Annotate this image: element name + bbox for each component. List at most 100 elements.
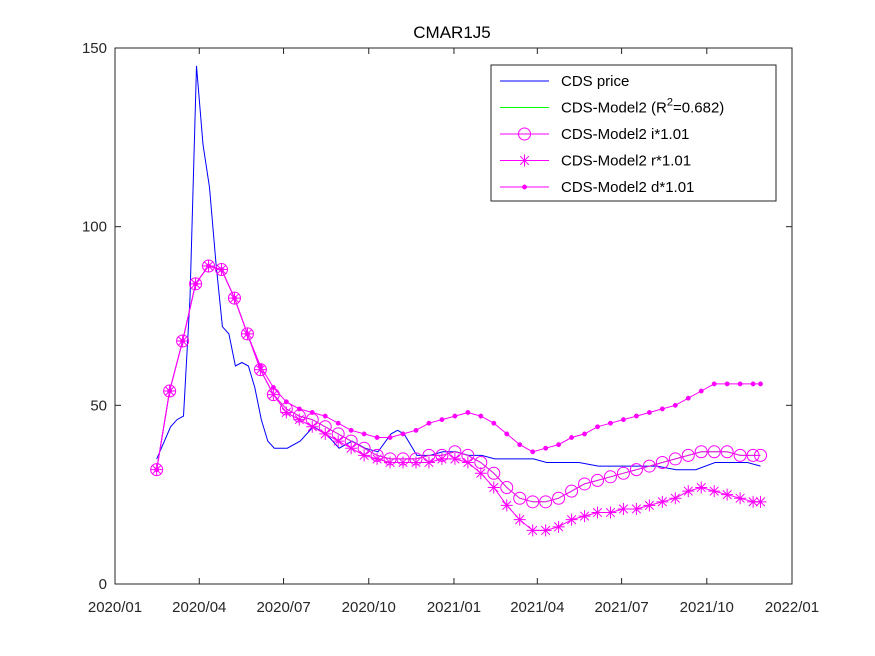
data-point — [422, 456, 435, 469]
data-point — [582, 431, 587, 437]
data-point — [616, 466, 630, 480]
data-point — [478, 413, 484, 419]
data-point — [193, 281, 199, 287]
data-point — [267, 388, 280, 401]
data-point — [358, 449, 371, 462]
data-point — [335, 420, 341, 426]
data-point — [539, 495, 553, 509]
series-1 — [156, 65, 761, 471]
data-point — [513, 491, 527, 505]
data-point — [721, 488, 734, 501]
data-point — [309, 410, 315, 415]
data-point — [754, 448, 768, 462]
data-point — [319, 427, 332, 440]
data-point — [591, 473, 605, 487]
x-tick-label: 2021/04 — [510, 599, 564, 616]
data-point — [539, 524, 552, 537]
data-point — [293, 413, 306, 426]
data-point — [646, 410, 652, 415]
legend-entry: CDS-Model2 r*1.01 — [500, 153, 691, 170]
axes: 0 50 100 150 2020/01 2020/04 2020/07 2020/10 202… — [82, 40, 819, 616]
data-point — [348, 427, 354, 433]
data-point — [543, 445, 549, 451]
series-2 — [156, 265, 761, 503]
x-tick-label: 2020/07 — [256, 599, 310, 616]
data-point — [681, 448, 695, 462]
data-point — [565, 484, 579, 498]
legend-label: CDS-Model2 (R2=0.682) — [561, 97, 724, 117]
data-point — [257, 363, 263, 369]
data-point — [591, 506, 604, 519]
legend-label: CDS-Model2 i*1.01 — [561, 126, 689, 143]
data-point — [345, 442, 358, 455]
data-point — [371, 452, 384, 465]
x-tick-label: 2020/04 — [172, 599, 226, 616]
data-point — [306, 420, 319, 433]
data-point — [409, 456, 422, 469]
x-tick-label: 2022/01 — [765, 599, 819, 616]
data-point — [694, 445, 708, 459]
data-point — [746, 448, 760, 462]
data-point — [720, 445, 734, 459]
data-point — [672, 402, 678, 408]
data-point — [332, 435, 345, 448]
legend-label: CDS price — [561, 73, 629, 90]
data-point — [413, 427, 419, 433]
data-point — [669, 492, 682, 505]
data-point — [526, 495, 540, 509]
data-point — [595, 424, 600, 430]
data-point — [754, 495, 767, 508]
data-point — [500, 481, 514, 495]
data-point — [487, 466, 501, 480]
data-point — [556, 442, 562, 448]
y-tick-label: 50 — [90, 397, 107, 414]
data-point — [642, 459, 656, 473]
data-point — [569, 435, 575, 440]
data-point — [530, 449, 536, 455]
x-tick-label: 2021/10 — [680, 599, 734, 616]
data-point — [668, 452, 682, 466]
series-4 — [150, 259, 767, 537]
data-point — [750, 381, 756, 387]
data-point — [695, 481, 708, 494]
data-point — [517, 442, 523, 448]
data-point — [487, 481, 500, 494]
data-point — [565, 513, 578, 526]
data-point — [711, 381, 717, 387]
data-point — [361, 431, 367, 437]
data-point — [167, 388, 173, 394]
legend-box — [490, 64, 777, 202]
legend-entry: CDS-Model2 i*1.01 — [500, 126, 689, 143]
data-point — [452, 413, 458, 419]
legend-entry: CDS-Model2 (R2=0.682) — [500, 97, 724, 117]
data-point — [617, 502, 630, 515]
data-point — [387, 435, 393, 440]
series-5 — [154, 263, 763, 473]
chart-title: CMAR1J5 — [413, 23, 490, 42]
plot-area — [150, 65, 768, 537]
data-point — [384, 456, 397, 469]
data-point — [630, 502, 643, 515]
data-point — [682, 485, 695, 498]
data-point — [400, 431, 406, 437]
data-point — [737, 381, 743, 387]
data-point — [526, 524, 539, 537]
data-point — [513, 513, 526, 526]
data-point — [724, 381, 730, 387]
data-point — [270, 385, 276, 390]
data-point — [747, 495, 760, 508]
legend-entry: CDS price — [500, 73, 629, 90]
legend-entry: CDS-Model2 d*1.01 — [500, 179, 694, 196]
data-point — [707, 445, 721, 459]
data-point — [655, 456, 669, 470]
legend-label: CDS-Model2 d*1.01 — [561, 179, 694, 196]
data-point — [435, 452, 448, 465]
x-tick-label: 2020/10 — [342, 599, 396, 616]
series-3 — [150, 259, 768, 509]
legend: CDS price CDS-Model2 (R2=0.682) CDS-Model2… — [490, 64, 777, 202]
legend-marker — [522, 184, 527, 190]
data-point — [322, 413, 328, 419]
data-point — [552, 491, 566, 505]
